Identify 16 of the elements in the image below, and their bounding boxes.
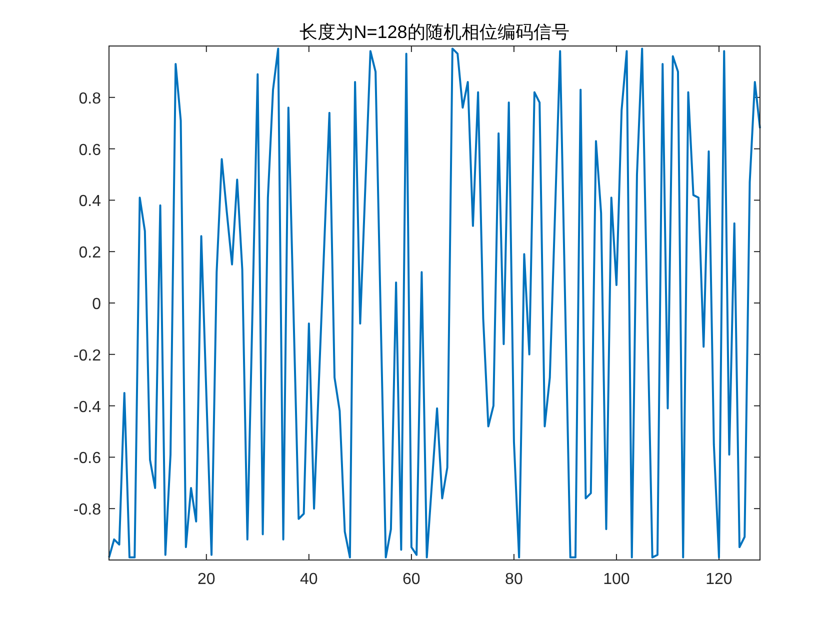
y-tick-label: -0.2 <box>73 347 102 364</box>
x-tick-label: 120 <box>706 571 732 588</box>
y-tick-label: -0.6 <box>73 450 102 468</box>
y-tick-label: 0 <box>92 296 102 313</box>
x-tick-label: 100 <box>603 571 630 588</box>
y-tick-label: -0.4 <box>73 398 102 416</box>
x-tick-label: 80 <box>505 571 523 588</box>
y-tick-label: -0.8 <box>73 502 102 519</box>
x-tick-label: 40 <box>300 571 318 588</box>
x-tick-label: 60 <box>402 571 420 588</box>
y-tick-label: 0.2 <box>78 244 102 262</box>
chart-title: 长度为N=128的随机相位编码信号 <box>300 22 570 42</box>
y-tick-label: 0.8 <box>78 90 102 108</box>
y-tick-label: 0.6 <box>78 142 102 159</box>
x-tick-label: 20 <box>197 571 216 588</box>
y-tick-label: 0.4 <box>78 193 102 210</box>
